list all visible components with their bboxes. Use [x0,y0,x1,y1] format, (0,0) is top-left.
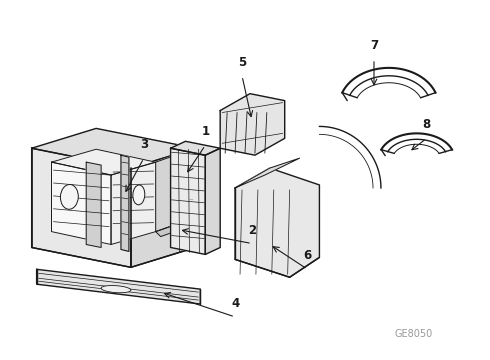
Text: 6: 6 [303,249,312,262]
Polygon shape [86,162,101,247]
Text: 5: 5 [238,56,246,69]
Text: 8: 8 [422,118,431,131]
Polygon shape [32,148,131,267]
Text: 1: 1 [201,125,209,138]
Text: 3: 3 [140,138,148,151]
Polygon shape [32,129,196,168]
Ellipse shape [133,185,145,205]
Polygon shape [205,148,220,255]
Text: 4: 4 [231,297,239,310]
Text: 7: 7 [370,39,378,52]
Polygon shape [156,225,180,237]
Polygon shape [111,162,156,244]
Polygon shape [235,168,319,277]
Text: 2: 2 [248,224,256,237]
Polygon shape [235,158,299,188]
Polygon shape [171,141,220,155]
Polygon shape [131,148,196,267]
Ellipse shape [101,285,131,293]
Polygon shape [156,155,175,231]
Polygon shape [37,269,200,304]
Polygon shape [121,155,129,251]
Polygon shape [51,162,111,244]
Text: ~: ~ [188,197,194,203]
Polygon shape [171,148,205,255]
Polygon shape [220,94,285,155]
Text: GE8050: GE8050 [394,329,433,339]
Polygon shape [51,149,156,175]
Ellipse shape [60,184,78,209]
